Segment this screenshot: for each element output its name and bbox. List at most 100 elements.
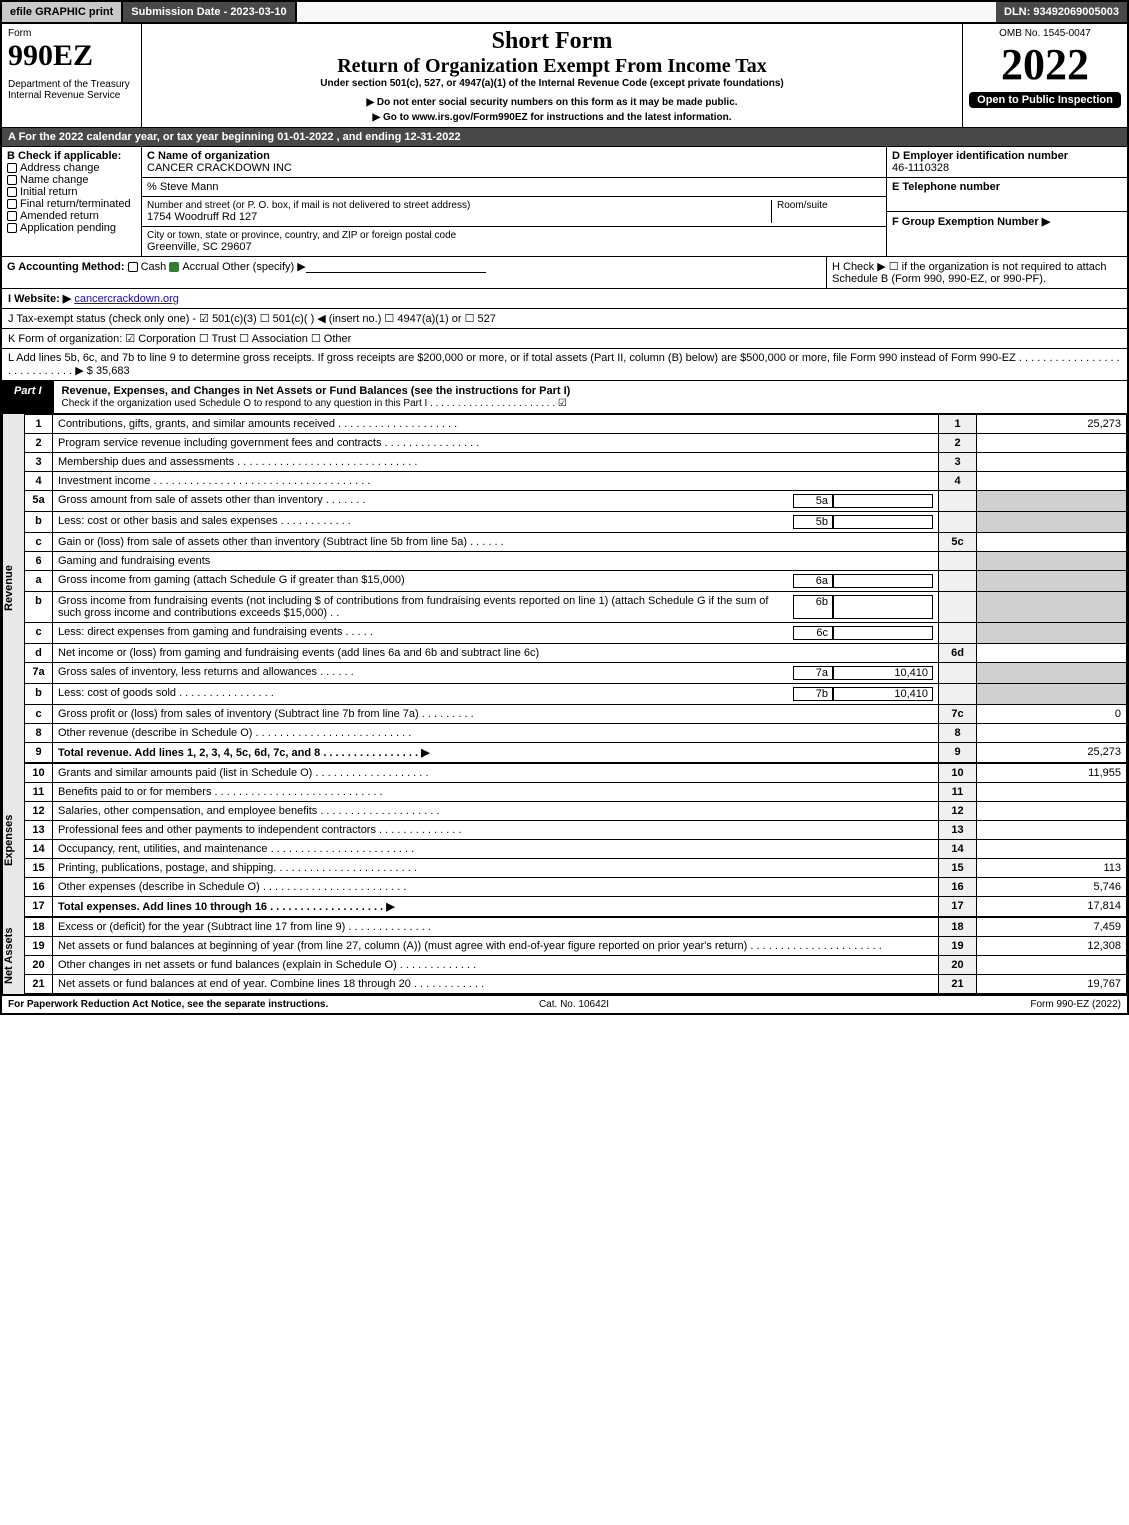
chk-initial-return[interactable]: Initial return bbox=[7, 186, 136, 198]
footer-right: Form 990-EZ (2022) bbox=[1030, 999, 1121, 1010]
chk-other-label: Other (specify) ▶ bbox=[222, 261, 306, 273]
cell-text: Gross income from fundraising events (no… bbox=[58, 595, 793, 619]
goto-text[interactable]: ▶ Go to www.irs.gov/Form990EZ for instru… bbox=[372, 112, 731, 123]
efile-print-label[interactable]: efile GRAPHIC print bbox=[2, 2, 123, 22]
cell-text: Gross sales of inventory, less returns a… bbox=[58, 666, 793, 680]
omb-number: OMB No. 1545-0047 bbox=[969, 28, 1121, 39]
inner-key: 7a bbox=[793, 666, 833, 680]
open-public: Open to Public Inspection bbox=[969, 92, 1121, 108]
net-assets-table: 18Excess or (deficit) for the year (Subt… bbox=[24, 917, 1127, 994]
cell-text: Less: cost or other basis and sales expe… bbox=[58, 515, 793, 529]
table-row: 9Total revenue. Add lines 1, 2, 3, 4, 5c… bbox=[25, 743, 1127, 763]
chk-accrual[interactable]: Accrual bbox=[169, 261, 219, 273]
chk-cash[interactable]: Cash bbox=[128, 261, 167, 273]
chk-amended-return[interactable]: Amended return bbox=[7, 210, 136, 222]
inner-val bbox=[833, 626, 933, 640]
table-row: 20Other changes in net assets or fund ba… bbox=[25, 956, 1127, 975]
table-row: 7aGross sales of inventory, less returns… bbox=[25, 663, 1127, 684]
row-i: I Website: ▶ cancercrackdown.org bbox=[0, 289, 1129, 309]
chk-address-change[interactable]: Address change bbox=[7, 162, 136, 174]
cell-text: Less: cost of goods sold . . . . . . . .… bbox=[58, 687, 793, 701]
dept-treasury: Department of the Treasury bbox=[8, 79, 135, 90]
chk-name-change[interactable]: Name change bbox=[7, 174, 136, 186]
inner-key: 6c bbox=[793, 626, 833, 640]
chk-accrual-label: Accrual bbox=[182, 261, 219, 273]
short-form-title: Short Form bbox=[148, 28, 956, 55]
table-row: 11Benefits paid to or for members . . . … bbox=[25, 783, 1127, 802]
chk-application-pending-label: Application pending bbox=[20, 222, 116, 234]
table-row: cGain or (loss) from sale of assets othe… bbox=[25, 533, 1127, 552]
ssn-warning: ▶ Do not enter social security numbers o… bbox=[148, 97, 956, 108]
inner-key: 5b bbox=[793, 515, 833, 529]
city-value: Greenville, SC 29607 bbox=[147, 241, 881, 253]
row-l-value: 35,683 bbox=[96, 365, 130, 377]
table-row: bLess: cost of goods sold . . . . . . . … bbox=[25, 684, 1127, 705]
dept-irs: Internal Revenue Service bbox=[8, 90, 135, 101]
table-row: dNet income or (loss) from gaming and fu… bbox=[25, 644, 1127, 663]
chk-cash-label: Cash bbox=[141, 261, 167, 273]
row-gh: G Accounting Method: Cash Accrual Other … bbox=[0, 257, 1129, 289]
row-i-label: I Website: ▶ bbox=[8, 293, 71, 305]
footer-left: For Paperwork Reduction Act Notice, see … bbox=[8, 999, 328, 1010]
dln: DLN: 93492069005003 bbox=[996, 2, 1127, 22]
chk-final-return[interactable]: Final return/terminated bbox=[7, 198, 136, 210]
inner-val bbox=[833, 595, 933, 619]
expenses-section: Expenses 10Grants and similar amounts pa… bbox=[0, 763, 1129, 917]
website-link[interactable]: cancercrackdown.org bbox=[74, 293, 179, 305]
submission-date: Submission Date - 2023-03-10 bbox=[123, 2, 296, 22]
chk-name-change-label: Name change bbox=[20, 174, 89, 186]
row-l-text: L Add lines 5b, 6c, and 7b to line 9 to … bbox=[8, 352, 1120, 377]
chk-application-pending[interactable]: Application pending bbox=[7, 222, 136, 234]
goto-link-line: ▶ Go to www.irs.gov/Form990EZ for instru… bbox=[148, 112, 956, 123]
row-g-label: G Accounting Method: bbox=[7, 261, 125, 273]
revenue-vlabel: Revenue bbox=[2, 414, 24, 763]
table-row: 17Total expenses. Add lines 10 through 1… bbox=[25, 897, 1127, 917]
tax-year: 2022 bbox=[969, 39, 1121, 90]
net-assets-section: Net Assets 18Excess or (deficit) for the… bbox=[0, 917, 1129, 995]
inner-val bbox=[833, 574, 933, 588]
page-footer: For Paperwork Reduction Act Notice, see … bbox=[0, 995, 1129, 1015]
inner-key: 6b bbox=[793, 595, 833, 619]
return-title: Return of Organization Exempt From Incom… bbox=[148, 55, 956, 78]
table-row: 1Contributions, gifts, grants, and simil… bbox=[25, 415, 1127, 434]
cell-text: Gross amount from sale of assets other t… bbox=[58, 494, 793, 508]
table-row: 19Net assets or fund balances at beginni… bbox=[25, 937, 1127, 956]
chk-final-return-label: Final return/terminated bbox=[20, 198, 131, 210]
table-row: aGross income from gaming (attach Schedu… bbox=[25, 571, 1127, 592]
expenses-vlabel: Expenses bbox=[2, 763, 24, 917]
subtitle: Under section 501(c), 527, or 4947(a)(1)… bbox=[148, 78, 956, 89]
city-label: City or town, state or province, country… bbox=[147, 230, 881, 241]
form-header: Form 990EZ Department of the Treasury In… bbox=[0, 24, 1129, 128]
part-i-check: Check if the organization used Schedule … bbox=[62, 398, 567, 409]
part-i-header: Part I Revenue, Expenses, and Changes in… bbox=[0, 381, 1129, 414]
cell-text: Gross income from gaming (attach Schedul… bbox=[58, 574, 793, 588]
box-c-label: C Name of organization bbox=[147, 150, 881, 162]
table-row: 4Investment income . . . . . . . . . . .… bbox=[25, 472, 1127, 491]
top-bar: efile GRAPHIC print Submission Date - 20… bbox=[0, 0, 1129, 24]
inner-val bbox=[833, 494, 933, 508]
revenue-table: 1Contributions, gifts, grants, and simil… bbox=[24, 414, 1127, 763]
table-row: 16Other expenses (describe in Schedule O… bbox=[25, 878, 1127, 897]
org-name: CANCER CRACKDOWN INC bbox=[147, 162, 881, 174]
part-i-title: Revenue, Expenses, and Changes in Net As… bbox=[62, 385, 571, 397]
street-label: Number and street (or P. O. box, if mail… bbox=[147, 200, 771, 211]
row-j: J Tax-exempt status (check only one) - ☑… bbox=[0, 309, 1129, 329]
table-row: cLess: direct expenses from gaming and f… bbox=[25, 623, 1127, 644]
revenue-section: Revenue 1Contributions, gifts, grants, a… bbox=[0, 414, 1129, 763]
ein-value: 46-1110328 bbox=[892, 162, 1122, 174]
row-l: L Add lines 5b, 6c, and 7b to line 9 to … bbox=[0, 349, 1129, 381]
part-i-tab: Part I bbox=[2, 381, 54, 413]
table-row: 10Grants and similar amounts paid (list … bbox=[25, 764, 1127, 783]
inner-val bbox=[833, 515, 933, 529]
table-row: cGross profit or (loss) from sales of in… bbox=[25, 705, 1127, 724]
row-h: H Check ▶ ☐ if the organization is not r… bbox=[827, 257, 1127, 288]
expenses-table: 10Grants and similar amounts paid (list … bbox=[24, 763, 1127, 917]
inner-val: 10,410 bbox=[833, 687, 933, 701]
chk-amended-return-label: Amended return bbox=[20, 210, 99, 222]
table-row: 6Gaming and fundraising events bbox=[25, 552, 1127, 571]
inner-key: 7b bbox=[793, 687, 833, 701]
footer-mid: Cat. No. 10642I bbox=[539, 999, 609, 1010]
box-b-title: B Check if applicable: bbox=[7, 150, 136, 162]
chk-other-method[interactable]: Other (specify) ▶ bbox=[222, 261, 486, 273]
inner-val: 10,410 bbox=[833, 666, 933, 680]
